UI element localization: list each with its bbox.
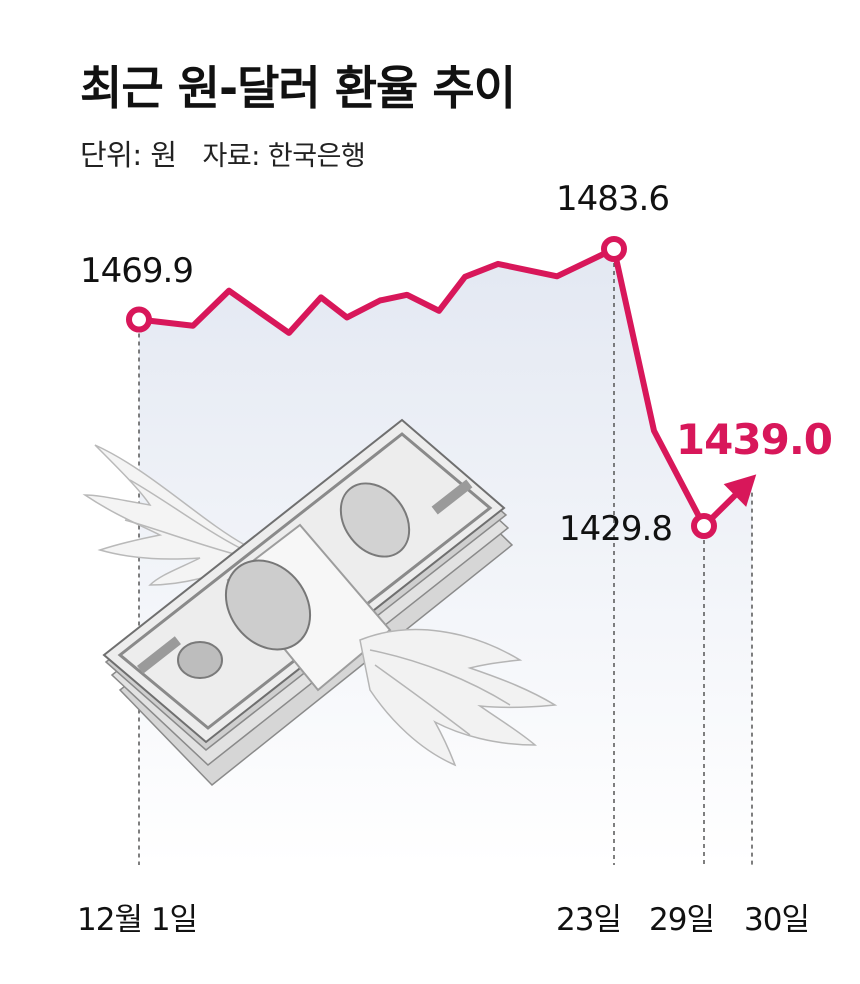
data-value-label: 1469.9 bbox=[80, 251, 193, 291]
chart-subtitle: 단위: 원 자료: 한국은행 bbox=[80, 132, 366, 174]
x-tick-label: 12월 1일 bbox=[77, 902, 197, 938]
x-tick-label: 23일 bbox=[556, 902, 621, 938]
winged-dollar-bundle-icon bbox=[82, 418, 558, 787]
guide-lines bbox=[138, 263, 753, 865]
data-value-label: 1483.6 bbox=[556, 179, 669, 219]
source-label: 자료: 한국은행 bbox=[202, 141, 366, 172]
data-point-marker bbox=[691, 513, 717, 539]
unit-label: 단위: 원 bbox=[80, 138, 177, 172]
data-point-marker bbox=[126, 306, 152, 333]
x-tick-label: 30일 bbox=[744, 902, 809, 938]
exchange-rate-line bbox=[136, 246, 743, 529]
left-wing-icon bbox=[82, 444, 246, 586]
chart-title: 최근 원-달러 환율 추이 bbox=[80, 61, 516, 115]
right-wing-icon bbox=[359, 628, 558, 767]
dollar-stack-icon bbox=[102, 418, 514, 787]
data-point-marker bbox=[601, 236, 627, 262]
x-tick-label: 29일 bbox=[649, 902, 714, 938]
end-arrow-marker bbox=[723, 474, 757, 507]
data-value-label: 1429.8 bbox=[559, 509, 672, 549]
latest-value-label: 1439.0 bbox=[676, 415, 832, 464]
